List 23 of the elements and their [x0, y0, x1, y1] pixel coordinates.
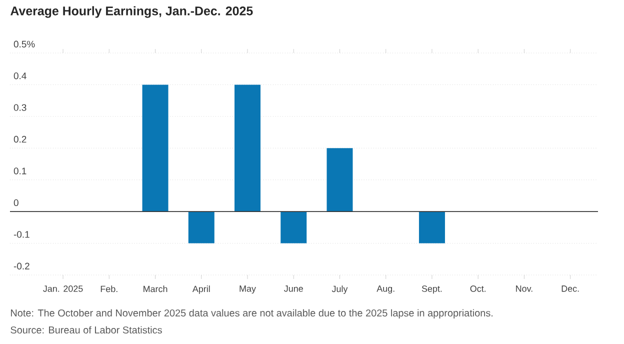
x-tick-label: Aug. [376, 286, 394, 294]
y-tick-label: -0.1 [14, 231, 30, 238]
y-tick-label: 0.5% [14, 40, 35, 48]
y-tick-label: -0.2 [14, 262, 30, 270]
x-tick-label: Sept. [422, 286, 442, 294]
x-tick-label: Feb. [100, 286, 118, 292]
y-tick-label: 0.3 [14, 104, 26, 111]
x-tick-label: Oct. [470, 286, 486, 292]
chart-title: Average Hourly Earnings, Jan.-Dec. 2025 [10, 6, 253, 18]
x-tick-label: Nov. [516, 286, 532, 292]
x-tick-label: June [284, 286, 303, 292]
y-tick-label: 0.1 [14, 168, 26, 174]
x-tick-label: Jan. 2025 [43, 286, 83, 292]
text: Note: The October and November 2025 data values are not available due to the 2025 lapse in appropriations. [11, 309, 493, 318]
y-tick-label: 0 [14, 199, 18, 206]
x-tick-label: July [332, 286, 348, 294]
y-tick-label: 0.4 [14, 72, 26, 80]
x-tick-label: April [192, 286, 210, 294]
x-tick-label: March [144, 286, 168, 292]
source-note: Source: Bureau of Labor Statistics [10, 326, 162, 334]
x-tick-label: May [240, 286, 256, 294]
x-tick-label: Dec. [562, 286, 579, 292]
y-tick-label: 0.2 [14, 136, 26, 143]
